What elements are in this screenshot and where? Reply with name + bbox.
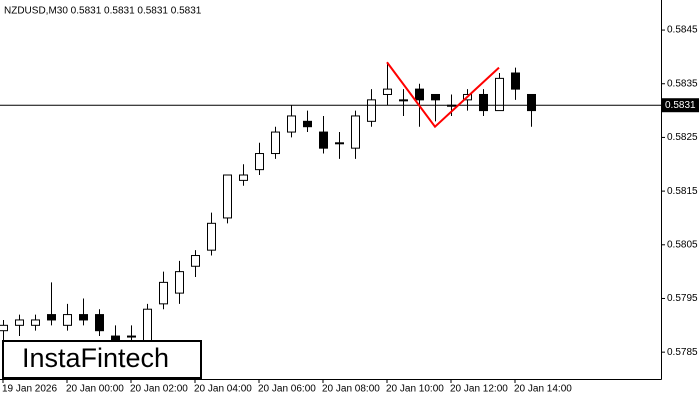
candle-body [511, 72, 520, 90]
candle-body [223, 174, 232, 219]
candle-body [191, 255, 200, 267]
y-tick-label: 0.5835 [667, 78, 698, 89]
candle-body [175, 271, 184, 294]
candle-body [63, 314, 72, 326]
pattern-line [386, 61, 500, 129]
candle-body [527, 93, 536, 112]
candle-body [351, 115, 360, 149]
candle-body [287, 115, 296, 133]
candle-body [47, 314, 56, 321]
candle-body [239, 174, 248, 181]
candle-body [127, 335, 136, 338]
candle-body [335, 142, 344, 145]
brand-box [2, 340, 202, 379]
last-price-label: 0.5831 [665, 100, 696, 111]
candle-body [0, 324, 8, 332]
candle-body [383, 88, 392, 95]
candle-body [319, 131, 328, 149]
candle-body [479, 93, 488, 112]
y-tick-label: 0.5785 [667, 347, 698, 358]
x-tick-label: 19 Jan 2026 [2, 384, 57, 395]
x-tick-label: 20 Jan 10:00 [386, 384, 444, 395]
x-tick-label: 20 Jan 08:00 [322, 384, 380, 395]
candle-body [255, 153, 264, 171]
candle-body [31, 319, 40, 326]
x-tick-label: 20 Jan 02:00 [130, 384, 188, 395]
candle-body [271, 131, 280, 155]
x-tick-label: 20 Jan 14:00 [514, 384, 572, 395]
candle-body [95, 314, 104, 332]
chart-title: NZDUSD,M30 0.5831 0.5831 0.5831 0.5831 [4, 6, 202, 17]
candle-body [159, 281, 168, 305]
candle-body [431, 93, 440, 101]
y-tick-label: 0.5825 [667, 132, 698, 143]
y-tick-label: 0.5795 [667, 293, 698, 304]
candle-body [15, 319, 24, 326]
brand: InstaFintech [22, 343, 169, 373]
y-tick-label: 0.5845 [667, 25, 698, 36]
x-tick-label: 20 Jan 00:00 [66, 384, 124, 395]
y-tick-label: 0.5815 [667, 186, 698, 197]
last-price-box [662, 98, 699, 113]
candle-body [79, 314, 88, 321]
candle-body [495, 77, 504, 112]
candle-body [207, 222, 216, 251]
y-tick-label: 0.5805 [667, 239, 698, 250]
candle-body [367, 99, 376, 122]
candle-body [399, 99, 408, 102]
candle-body [415, 88, 424, 101]
x-tick-label: 20 Jan 06:00 [258, 384, 316, 395]
x-tick-label: 20 Jan 12:00 [450, 384, 508, 395]
x-tick-label: 20 Jan 04:00 [194, 384, 252, 395]
candle-body [303, 120, 312, 128]
